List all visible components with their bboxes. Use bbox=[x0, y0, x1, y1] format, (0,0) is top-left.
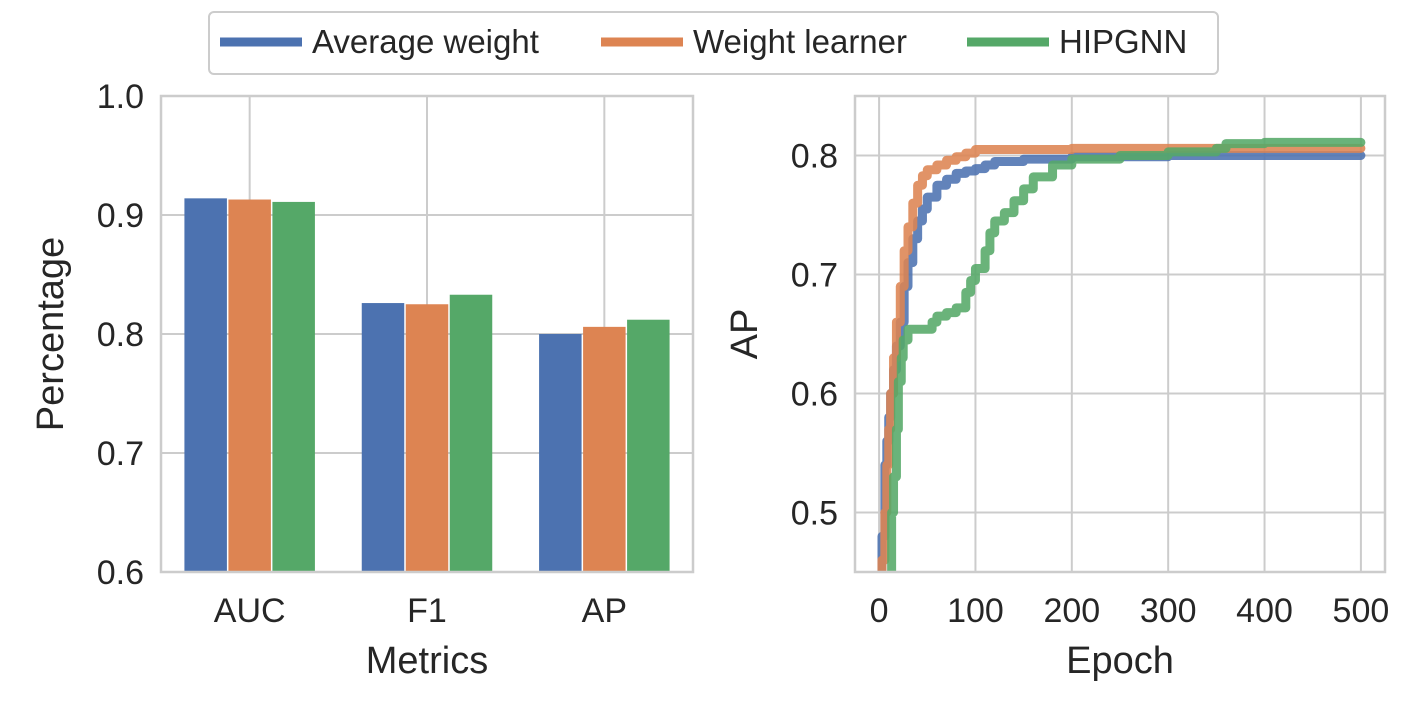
line-x-tick-label: 100 bbox=[947, 592, 1004, 630]
bar-y-tick-label: 0.8 bbox=[97, 316, 144, 354]
bar-x-tick-label: AUC bbox=[214, 592, 286, 630]
bar-chart-y-label: Percentage bbox=[30, 237, 72, 431]
bar-chart-y-ticks: 0.6 0.7 0.8 0.9 1.0 bbox=[97, 78, 144, 592]
bar-chart-x-label: Metrics bbox=[366, 640, 488, 682]
bar-y-tick-label: 0.7 bbox=[97, 435, 144, 473]
bar-x-tick-label: F1 bbox=[407, 592, 447, 630]
legend-label-weight-learner: Weight learner bbox=[693, 23, 907, 60]
legend-label-hipgnn: HIPGNN bbox=[1059, 23, 1187, 60]
line-x-tick-label: 200 bbox=[1043, 592, 1100, 630]
line-x-tick-label: 400 bbox=[1236, 592, 1293, 630]
legend-box bbox=[208, 11, 1219, 75]
bar-y-tick-label: 1.0 bbox=[97, 78, 144, 116]
bar-ap-weight-learner bbox=[583, 326, 626, 572]
bar-ap-hipgnn bbox=[627, 319, 670, 572]
line-chart-lines bbox=[877, 137, 1366, 572]
line-x-tick-label: 300 bbox=[1140, 592, 1197, 630]
line-chart-x-label: Epoch bbox=[1066, 640, 1174, 682]
line-x-tick-label: 0 bbox=[870, 592, 889, 630]
line-x-tick-label: 500 bbox=[1333, 592, 1390, 630]
bar-chart-bars bbox=[184, 198, 670, 572]
bar-y-tick-label: 0.6 bbox=[97, 554, 144, 592]
line-series-weight-learner bbox=[877, 143, 1366, 572]
bar-f1-weight-learner bbox=[405, 304, 449, 572]
bar-chart-frame bbox=[159, 94, 695, 574]
bar-y-tick-label: 0.9 bbox=[97, 197, 144, 235]
bar-ap-average-weight bbox=[539, 334, 582, 572]
bar-x-tick-label: AP bbox=[582, 592, 627, 630]
line-chart-x-ticks: 0 100 200 300 400 500 bbox=[870, 592, 1390, 630]
line-chart: 0.5 0.6 0.7 0.8 0 100 200 300 400 500 Epoch AP bbox=[724, 94, 1390, 682]
line-y-tick-label: 0.8 bbox=[791, 138, 838, 176]
line-chart-frame bbox=[853, 94, 1387, 574]
bar-f1-hipgnn bbox=[449, 294, 493, 572]
line-chart-y-ticks: 0.5 0.6 0.7 0.8 bbox=[791, 138, 838, 533]
bar-auc-hipgnn bbox=[272, 201, 315, 572]
bar-chart: 0.6 0.7 0.8 0.9 1.0 AUC F1 AP Metrics Percenta… bbox=[30, 78, 695, 682]
bar-auc-weight-learner bbox=[228, 199, 271, 572]
line-y-tick-label: 0.6 bbox=[791, 376, 838, 414]
line-y-tick-label: 0.7 bbox=[791, 257, 838, 295]
line-y-tick-label: 0.5 bbox=[791, 495, 838, 533]
bar-chart-x-ticks: AUC F1 AP bbox=[214, 592, 627, 630]
bar-f1-average-weight bbox=[361, 303, 405, 572]
legend-label-average-weight: Average weight bbox=[312, 23, 539, 60]
legend: Average weight Weight learner HIPGNN bbox=[208, 11, 1219, 75]
bar-auc-average-weight bbox=[184, 198, 227, 572]
line-chart-y-label: AP bbox=[724, 309, 766, 360]
line-series-hipgnn bbox=[887, 137, 1366, 572]
